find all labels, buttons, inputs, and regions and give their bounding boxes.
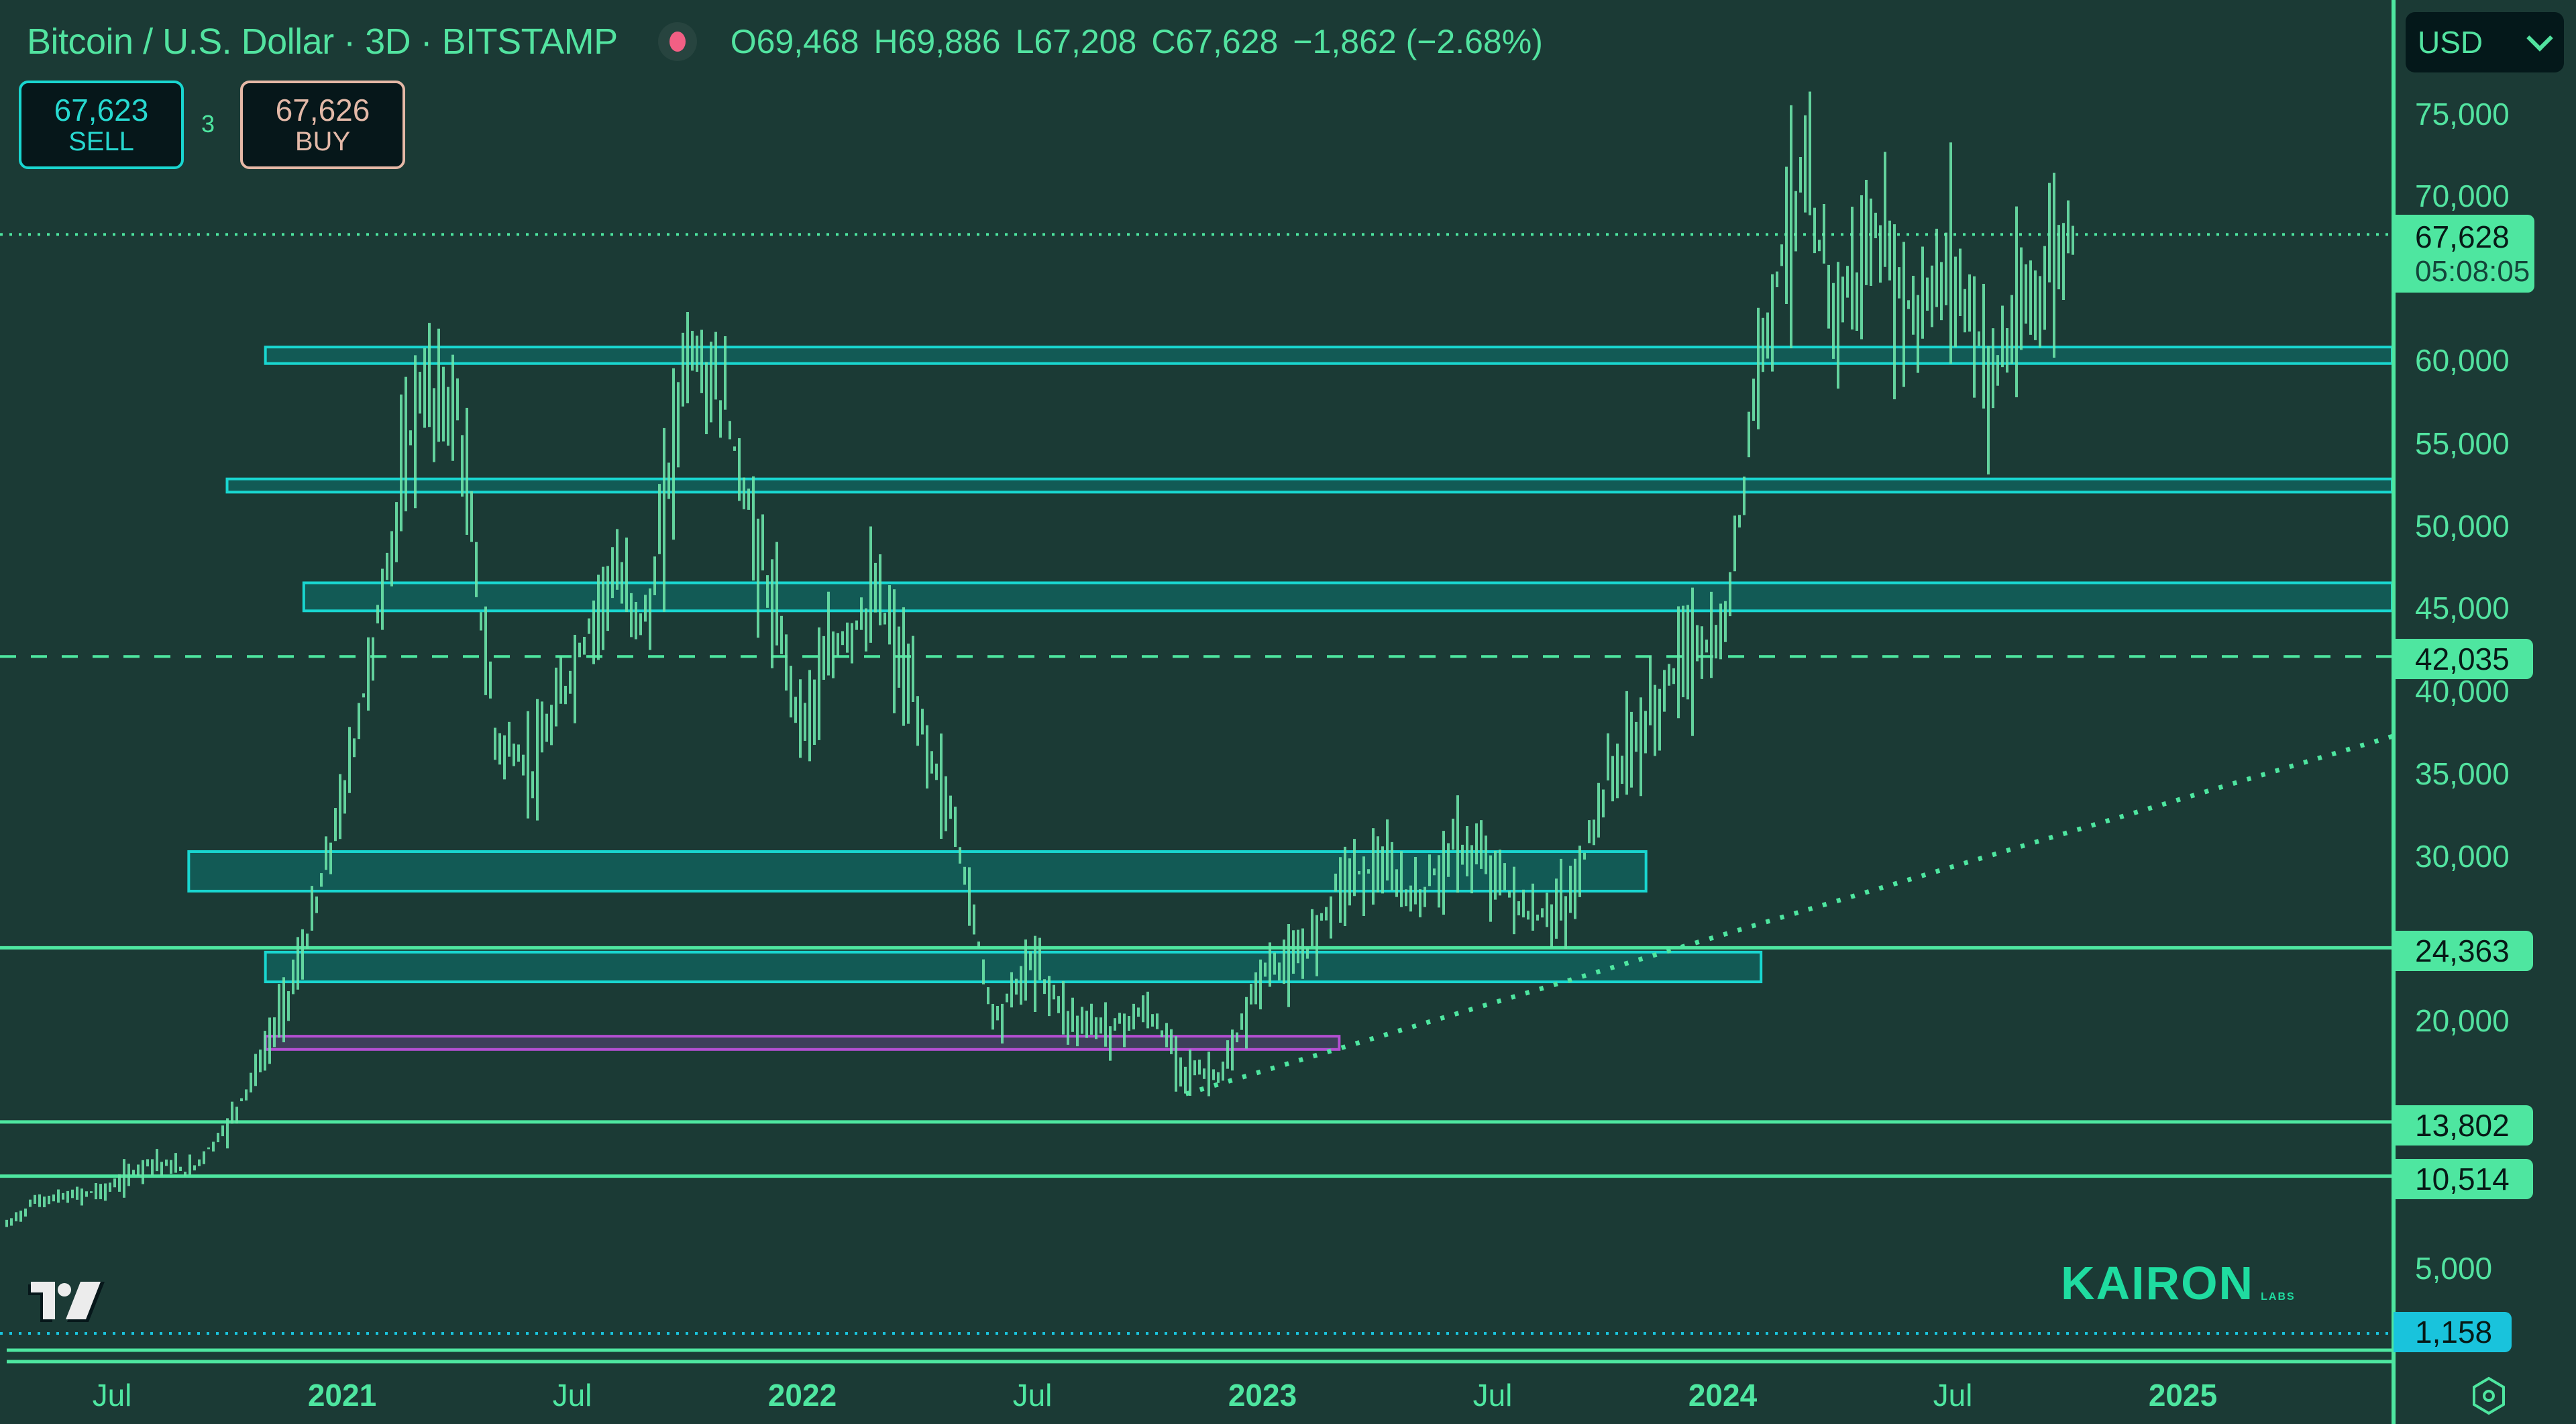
time-tick: 2022: [767, 1378, 837, 1413]
close-value: C67,628: [1151, 23, 1279, 60]
kairon-watermark: KAIRON LABS: [2061, 1256, 2296, 1310]
sell-label: SELL: [68, 127, 134, 156]
level-tag-13802: 13,802: [2394, 1105, 2533, 1146]
price-tick: 60,000: [2415, 343, 2510, 378]
price-tick: 35,000: [2415, 756, 2510, 791]
watermark-brand: KAIRON: [2061, 1257, 2255, 1309]
price-tick: 75,000: [2415, 97, 2510, 132]
support-resistance-zone[interactable]: [187, 850, 1648, 893]
support-resistance-zone[interactable]: [264, 346, 2394, 365]
price-tick: 30,000: [2415, 839, 2510, 874]
purple-support-zone[interactable]: [264, 1035, 1341, 1051]
price-tick: 20,000: [2415, 1003, 2510, 1038]
high-value: H69,886: [873, 23, 1001, 60]
time-tick: Jul: [92, 1378, 132, 1413]
price-tick: 55,000: [2415, 426, 2510, 461]
time-tick: 2025: [2148, 1378, 2218, 1413]
buy-button[interactable]: 67,626 BUY: [240, 81, 405, 169]
level-tag-10514: 10,514: [2394, 1159, 2533, 1199]
time-tick: Jul: [1472, 1378, 1513, 1413]
time-tick: Jul: [1012, 1378, 1053, 1413]
current-price: 67,628: [2415, 219, 2510, 254]
tradingview-logo-icon[interactable]: [25, 1280, 106, 1327]
price-chart[interactable]: [0, 0, 2394, 1424]
time-tick: 2023: [1228, 1378, 1297, 1413]
currency-label: USD: [2418, 25, 2483, 60]
low-value: L67,208: [1015, 23, 1137, 60]
symbol-title[interactable]: Bitcoin / U.S. Dollar · 3D · BITSTAMP: [27, 21, 618, 62]
chevron-down-icon: [2526, 25, 2553, 52]
level-tag-42035: 42,035: [2394, 639, 2533, 679]
market-status-dot-icon: [657, 22, 697, 61]
watermark-sub: LABS: [2261, 1291, 2296, 1303]
price-tick: 40,000: [2415, 674, 2510, 709]
sell-button[interactable]: 67,623 SELL: [19, 81, 184, 169]
buy-price: 67,626: [275, 93, 370, 128]
buy-label: BUY: [294, 127, 351, 156]
time-tick: Jul: [552, 1378, 592, 1413]
price-tick: 5,000: [2415, 1251, 2493, 1286]
sell-price: 67,623: [54, 93, 149, 128]
support-resistance-zone[interactable]: [302, 581, 2394, 613]
ohlc-values: O69,468 H69,886 L67,208 C67,628 −1,862 (…: [731, 22, 1543, 61]
support-resistance-zone[interactable]: [264, 950, 1763, 984]
currency-dropdown[interactable]: USD: [2406, 12, 2564, 72]
trendline: [1185, 733, 2393, 1097]
settings-icon[interactable]: [2469, 1376, 2509, 1416]
price-tick: 45,000: [2415, 591, 2510, 625]
time-tick: Jul: [1933, 1378, 1973, 1413]
price-tick: 70,000: [2415, 179, 2510, 213]
level-tag-1158: 1,158: [2394, 1312, 2512, 1352]
price-axis-border: [2392, 0, 2396, 1424]
open-value: O69,468: [730, 23, 859, 60]
time-tick: 2024: [1688, 1378, 1758, 1413]
time-tick: 2021: [307, 1378, 377, 1413]
spread-value: 3: [201, 110, 215, 138]
price-tick: 50,000: [2415, 509, 2510, 544]
chart-header: Bitcoin / U.S. Dollar · 3D · BITSTAMP O6…: [27, 15, 1543, 68]
change-value: −1,862 (−2.68%): [1293, 23, 1543, 60]
current-price-tag: 67,628 05:08:05: [2394, 215, 2534, 293]
level-tag-24363: 24,363: [2394, 931, 2533, 971]
candle-countdown: 05:08:05: [2415, 255, 2530, 288]
support-resistance-zone[interactable]: [225, 477, 2394, 494]
